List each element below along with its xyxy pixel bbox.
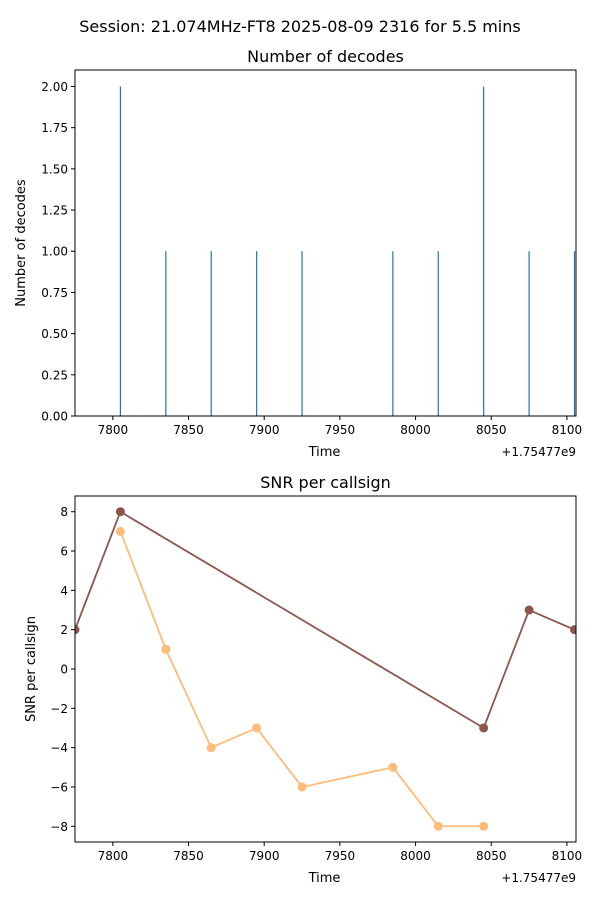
bar-5: [392, 251, 394, 416]
y-tick-label-7: 6: [60, 545, 68, 559]
bar-7: [483, 86, 485, 416]
x-tick-label-2: 7900: [249, 423, 280, 437]
series-0-line: [75, 510, 575, 730]
bar-0: [119, 86, 122, 416]
x-axis-label: Time: [308, 445, 341, 460]
x-tick-label-2: 7900: [249, 849, 280, 863]
x-tick-label-4: 8000: [400, 849, 431, 863]
chart-title: Number of decodes: [247, 47, 404, 66]
y-tick-label-3: 0.75: [41, 286, 68, 300]
y-tick-label-5: 2: [60, 623, 68, 637]
plot-area: [119, 86, 576, 416]
x-tick-label-5: 8050: [476, 423, 507, 437]
snr-chart: SNR per callsign 7800 7850 7900 7950 8000 8050…: [24, 473, 582, 886]
y-tick-label-0: 0.00: [41, 410, 68, 424]
x-tick-label-1: 7850: [173, 423, 204, 437]
plot-area: [75, 507, 576, 831]
y-tick-label-3: −2: [50, 702, 68, 716]
bar-6: [437, 251, 439, 416]
axes-frame: [74, 495, 577, 843]
chart-title: SNR per callsign: [260, 473, 391, 492]
series-1-line: [119, 531, 484, 828]
series-0-point-3: [524, 605, 534, 615]
y-tick-label-2: −4: [50, 741, 68, 755]
y-tick-label-1: 0.25: [41, 368, 68, 382]
series-1-point-3: [252, 723, 262, 733]
y-axis-label: SNR per callsign: [24, 616, 39, 722]
series-1-point-1: [161, 644, 171, 654]
y-tick-label-6: 4: [60, 584, 68, 598]
bar-9: [573, 251, 576, 416]
series-1-point-6: [433, 821, 443, 831]
y-tick-label-4: 0: [60, 663, 68, 677]
x-tick-label-6: 8100: [552, 423, 583, 437]
y-tick-label-2: 0.50: [41, 327, 68, 341]
bar-2: [210, 251, 212, 416]
bar-4: [301, 251, 303, 416]
x-tick-label-0: 7800: [98, 849, 129, 863]
figure-suptitle: Session: 21.074MHz-FT8 2025-08-09 2316 f…: [79, 17, 520, 36]
series-0-point-4: [569, 625, 576, 635]
y-tick-label-0: −8: [50, 820, 68, 834]
series-0-point-2: [479, 723, 489, 733]
y-tick-label-4: 1.00: [41, 245, 68, 259]
x-tick-label-5: 8050: [476, 849, 507, 863]
axes-frame: [74, 69, 577, 417]
y-tick-label-6: 1.50: [41, 162, 68, 176]
x-offset-label: +1.75477e9: [501, 871, 576, 885]
series-0-point-0: [75, 625, 80, 635]
series-1-point-0: [115, 526, 125, 536]
y-tick-label-8: 2.00: [41, 80, 68, 94]
x-tick-label-1: 7850: [173, 849, 204, 863]
series-1-point-2: [206, 743, 216, 753]
y-tick-label-5: 1.25: [41, 204, 68, 218]
x-tick-label-0: 7800: [98, 423, 129, 437]
y-tick-label-1: −6: [50, 780, 68, 794]
bar-1: [165, 251, 167, 416]
y-tick-label-8: 8: [60, 505, 68, 519]
series-0-point-1: [115, 507, 125, 517]
x-axis-label: Time: [308, 871, 341, 886]
series-1-point-4: [297, 782, 307, 792]
x-tick-label-4: 8000: [400, 423, 431, 437]
x-tick-label-3: 7950: [325, 849, 356, 863]
x-tick-label-3: 7950: [325, 423, 356, 437]
y-axis-label: Number of decodes: [14, 179, 29, 307]
x-offset-label: +1.75477e9: [501, 445, 576, 459]
decodes-chart: Number of decodes 7800 7850 7900 7950 8000 805…: [14, 47, 582, 460]
bar-3: [256, 251, 258, 416]
series-1-point-5: [388, 762, 398, 772]
series-1-point-7: [479, 821, 489, 831]
x-tick-label-6: 8100: [552, 849, 583, 863]
bar-8: [528, 251, 530, 416]
y-tick-label-7: 1.75: [41, 121, 68, 135]
